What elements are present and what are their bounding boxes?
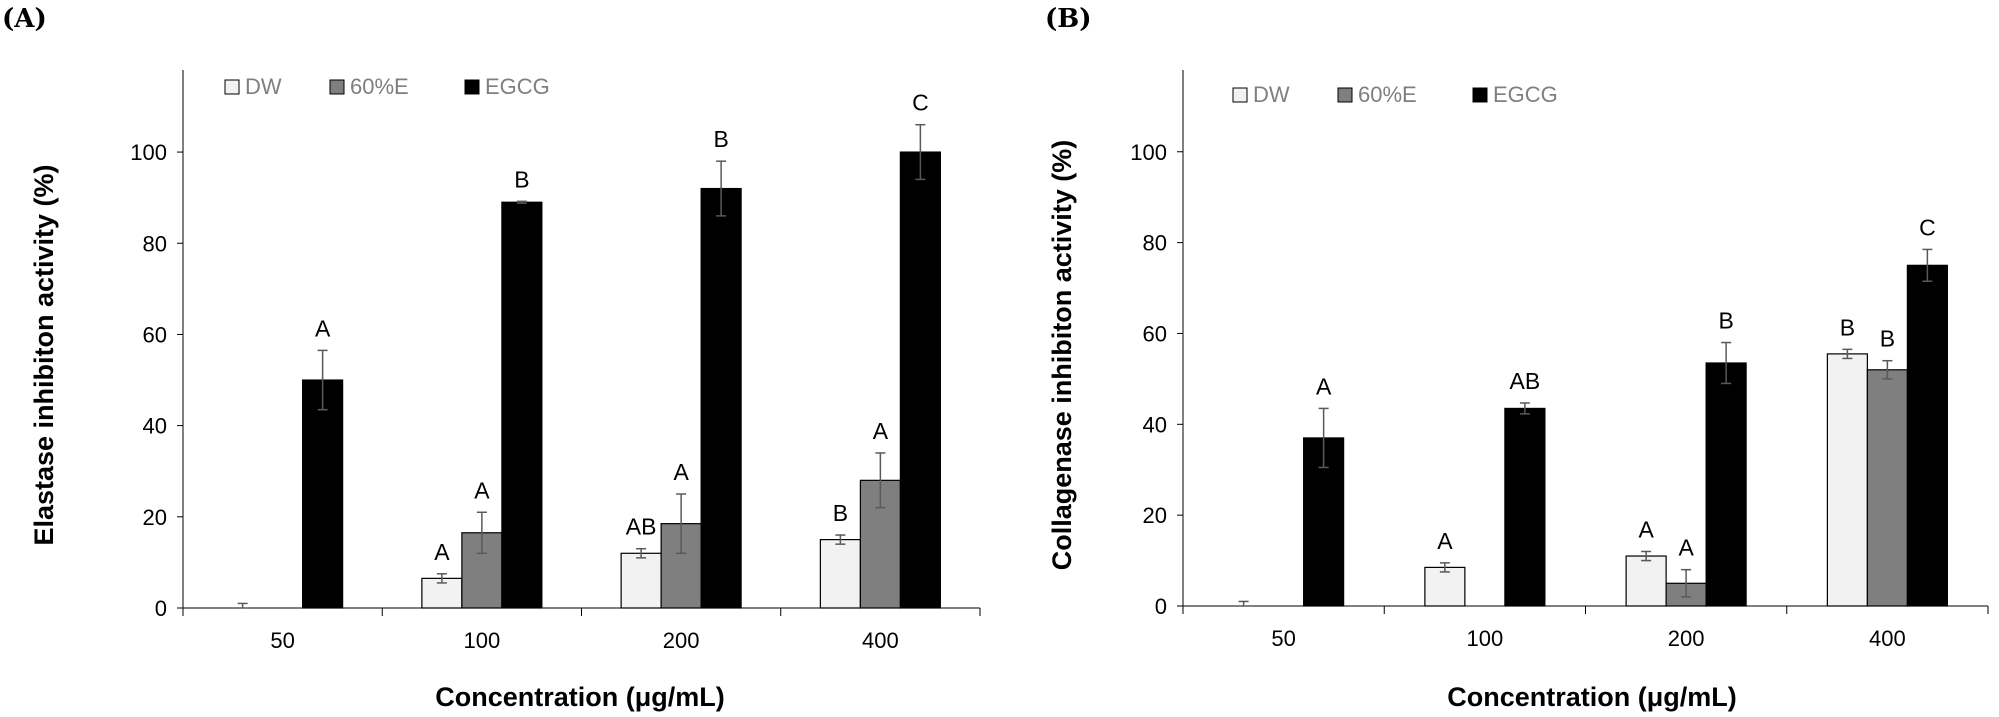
panel-a-x-tick-label: 200 xyxy=(663,628,700,653)
panel-b-y-tick-label: 60 xyxy=(1143,321,1167,346)
panel-b-legend-label: DW xyxy=(1253,82,1290,107)
panel-a-significance-label: A xyxy=(474,477,490,503)
panel-b-significance-label: C xyxy=(1919,214,1936,240)
panel-a-legend-swatch xyxy=(464,79,480,95)
panel-a-significance-label: C xyxy=(912,90,929,116)
panel-b-label: (B) xyxy=(1045,4,1092,34)
panel-a-legend-swatch xyxy=(329,79,345,95)
panel-b-x-axis-title: Concentration (μg/mL) xyxy=(1447,682,1737,712)
panel-b-significance-label: A xyxy=(1638,516,1654,542)
panel-a-x-tick-label: 100 xyxy=(464,628,501,653)
panel-b-legend-label: 60%E xyxy=(1358,82,1417,107)
panel-a-significance-label: A xyxy=(315,315,331,341)
panel-a-bar xyxy=(302,379,344,609)
panel-b-legend-swatch xyxy=(1232,87,1248,103)
panel-b-significance-label: B xyxy=(1840,314,1855,340)
panel-b-bar xyxy=(1826,353,1868,607)
panel-a-legend-label: DW xyxy=(245,74,282,99)
panel-b-legend-swatch xyxy=(1337,87,1353,103)
panel-a-legend-label: EGCG xyxy=(485,74,550,99)
panel-a-legend-label: 60%E xyxy=(350,74,409,99)
panel-a-y-tick-label: 20 xyxy=(143,505,167,530)
panel-a-y-tick-label: 80 xyxy=(143,231,167,256)
panel-a-y-tick-label: 100 xyxy=(130,140,167,165)
panel-a-significance-label: A xyxy=(434,539,450,565)
panel-a-significance-label: B xyxy=(713,126,728,152)
panel-b-y-tick-label: 100 xyxy=(1130,140,1167,165)
panel-b-significance-label: AB xyxy=(1510,368,1541,394)
panel-b-bar xyxy=(1424,566,1466,607)
panel-a-x-axis-title: Concentration (μg/mL) xyxy=(435,682,725,712)
panel-a-bar xyxy=(501,201,543,609)
panel-b-y-tick-label: 20 xyxy=(1143,503,1167,528)
panel-b-significance-label: A xyxy=(1437,528,1453,554)
panel-b-significance-label: B xyxy=(1718,308,1733,334)
panel-b-legend-swatch xyxy=(1472,87,1488,103)
panel-b-bar xyxy=(1504,407,1546,607)
panel-b-significance-label: A xyxy=(1316,373,1332,399)
panel-a-significance-label: A xyxy=(873,418,889,444)
panel-b-x-tick-label: 400 xyxy=(1869,626,1906,651)
panel-b-y-tick-label: 0 xyxy=(1155,594,1167,619)
panel-a-legend-swatch xyxy=(224,79,240,95)
panel-a-y-axis-title: Elastase inhibiton activity (%) xyxy=(29,164,59,545)
panel-b-significance-label: A xyxy=(1678,535,1694,561)
panel-a-y-tick-label: 60 xyxy=(143,322,167,347)
panel-b-y-axis-title: Collagenase inhibiton activity (%) xyxy=(1047,140,1077,571)
panel-a-bar xyxy=(700,187,742,609)
panel-a-x-tick-label: 50 xyxy=(270,628,294,653)
panel-a-x-tick-label: 400 xyxy=(862,628,899,653)
panel-b-bar xyxy=(1906,264,1948,607)
panel-b-legend-label: EGCG xyxy=(1493,82,1558,107)
panel-b-y-tick-label: 40 xyxy=(1143,412,1167,437)
panel-a-significance-label: B xyxy=(514,166,529,192)
panel-a-bar xyxy=(620,552,662,609)
panel-a-bar xyxy=(421,577,463,609)
panel-a-significance-label: AB xyxy=(626,514,657,540)
panel-b-x-tick-label: 100 xyxy=(1467,626,1504,651)
panel-a-significance-label: A xyxy=(673,459,689,485)
panel-a-y-tick-label: 0 xyxy=(155,596,167,621)
panel-b-bar xyxy=(1705,362,1747,607)
panel-a-bar xyxy=(819,539,861,609)
panel-a-significance-label: B xyxy=(833,500,848,526)
panel-b-significance-label: B xyxy=(1880,326,1895,352)
panel-a-label: (A) xyxy=(2,4,47,34)
panel-b-x-tick-label: 200 xyxy=(1668,626,1705,651)
panel-b-bar xyxy=(1866,369,1908,607)
panel-a-bar xyxy=(899,151,941,609)
panel-a-y-tick-label: 40 xyxy=(143,414,167,439)
panel-b-x-tick-label: 50 xyxy=(1271,626,1295,651)
panel-b-bar xyxy=(1625,555,1667,607)
panel-b-y-tick-label: 80 xyxy=(1143,231,1167,256)
